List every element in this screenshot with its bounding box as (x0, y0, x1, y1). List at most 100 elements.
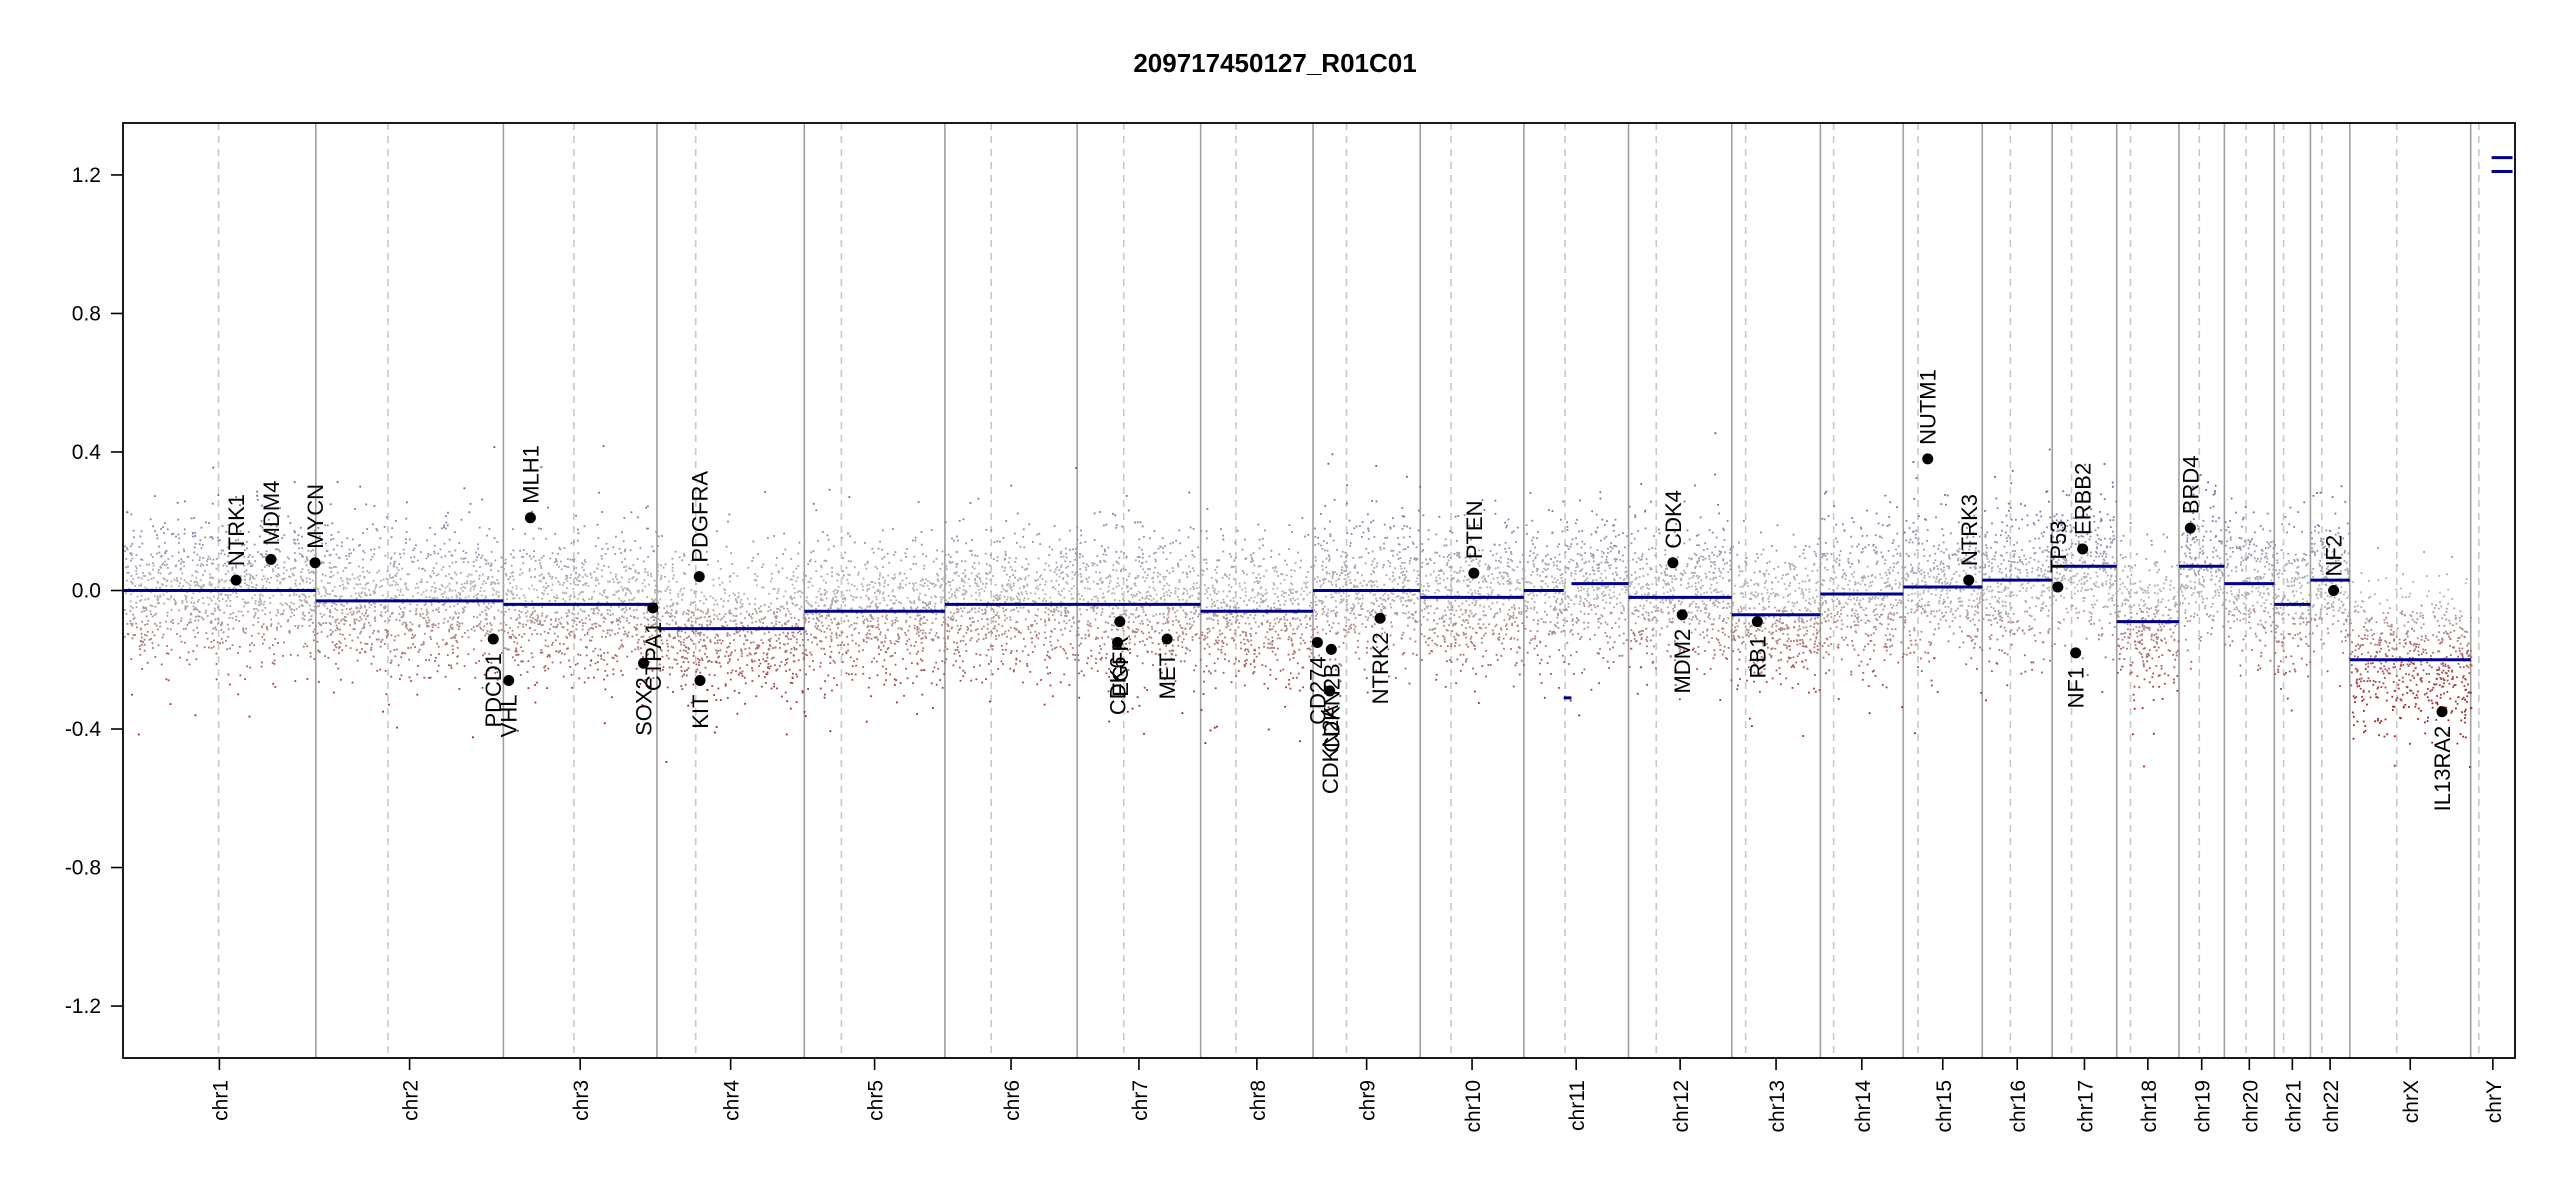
probe-point (914, 539, 917, 542)
probe-point (886, 552, 889, 555)
probe-point (147, 579, 150, 582)
probe-point (384, 611, 387, 614)
probe-point (785, 613, 787, 616)
probe-point (989, 700, 991, 703)
probe-point (818, 620, 820, 622)
probe-point (411, 623, 414, 626)
probe-point (802, 613, 805, 616)
probe-point (781, 567, 784, 570)
probe-point (431, 586, 434, 588)
probe-point (158, 551, 161, 554)
probe-point (746, 630, 749, 633)
probe-point (129, 609, 132, 612)
probe-point (950, 627, 953, 630)
probe-point (561, 626, 564, 628)
probe-point (686, 669, 688, 671)
probe-point (812, 668, 815, 671)
probe-point (1021, 593, 1024, 596)
probe-point (876, 567, 879, 570)
probe-point (1076, 630, 1079, 633)
probe-point (844, 551, 846, 554)
probe-point (804, 574, 807, 577)
probe-point (565, 578, 567, 580)
probe-point (473, 580, 476, 582)
probe-point (753, 579, 756, 581)
probe-point (575, 514, 577, 517)
probe-point (876, 590, 879, 593)
probe-point (316, 588, 319, 591)
probe-point (715, 726, 718, 728)
probe-point (707, 660, 709, 663)
probe-point (882, 597, 885, 599)
probe-point (593, 590, 595, 593)
probe-point (932, 639, 934, 642)
probe-point (723, 615, 725, 618)
probe-point (165, 678, 168, 681)
probe-point (790, 558, 793, 560)
probe-point (494, 672, 497, 674)
probe-point (368, 636, 371, 638)
probe-point (198, 559, 201, 561)
probe-point (1027, 628, 1030, 631)
probe-point (895, 679, 897, 681)
probe-point (145, 615, 148, 618)
probe-point (227, 628, 230, 631)
probe-point (923, 567, 925, 570)
probe-point (537, 616, 540, 619)
probe-point (251, 585, 253, 588)
probe-point (176, 579, 179, 582)
probe-point (171, 533, 173, 536)
probe-point (485, 632, 488, 635)
probe-point (460, 518, 463, 521)
probe-point (597, 612, 599, 615)
probe-point (365, 503, 368, 506)
probe-point (405, 538, 407, 541)
probe-point (140, 583, 143, 586)
probe-point (645, 506, 647, 509)
probe-point (1002, 537, 1005, 539)
probe-point (1021, 566, 1024, 569)
probe-point (1076, 575, 1079, 577)
probe-point (436, 609, 439, 611)
probe-point (878, 628, 881, 631)
probe-point (273, 663, 276, 665)
probe-point (162, 577, 165, 580)
probe-point (257, 609, 260, 612)
probe-point (841, 661, 844, 663)
probe-point (165, 563, 168, 566)
probe-point (363, 622, 366, 625)
probe-point (177, 559, 180, 562)
probe-point (667, 657, 670, 660)
probe-point (644, 605, 647, 607)
probe-point (716, 530, 718, 533)
probe-point (490, 569, 492, 571)
probe-point (422, 641, 425, 643)
probe-point (276, 628, 278, 631)
probe-point (922, 622, 925, 625)
probe-point (395, 575, 398, 577)
probe-point (467, 561, 469, 564)
probe-point (275, 548, 278, 551)
probe-point (819, 640, 821, 642)
probe-point (536, 620, 538, 623)
probe-point (947, 616, 950, 619)
probe-point (355, 597, 358, 600)
probe-point (862, 672, 865, 675)
probe-point (882, 644, 885, 647)
probe-point (648, 661, 651, 664)
probe-point (792, 575, 795, 577)
probe-point (331, 616, 334, 618)
probe-point (375, 583, 378, 586)
probe-point (874, 605, 877, 608)
probe-point (140, 599, 143, 601)
probe-point (807, 586, 810, 589)
probe-point (1065, 622, 1068, 625)
probe-point (438, 653, 440, 655)
probe-point (192, 650, 195, 652)
probe-point (202, 585, 204, 588)
probe-point (457, 616, 460, 618)
probe-point (860, 583, 863, 586)
probe-point (558, 565, 560, 568)
probe-point (850, 624, 853, 626)
probe-point (199, 556, 201, 559)
